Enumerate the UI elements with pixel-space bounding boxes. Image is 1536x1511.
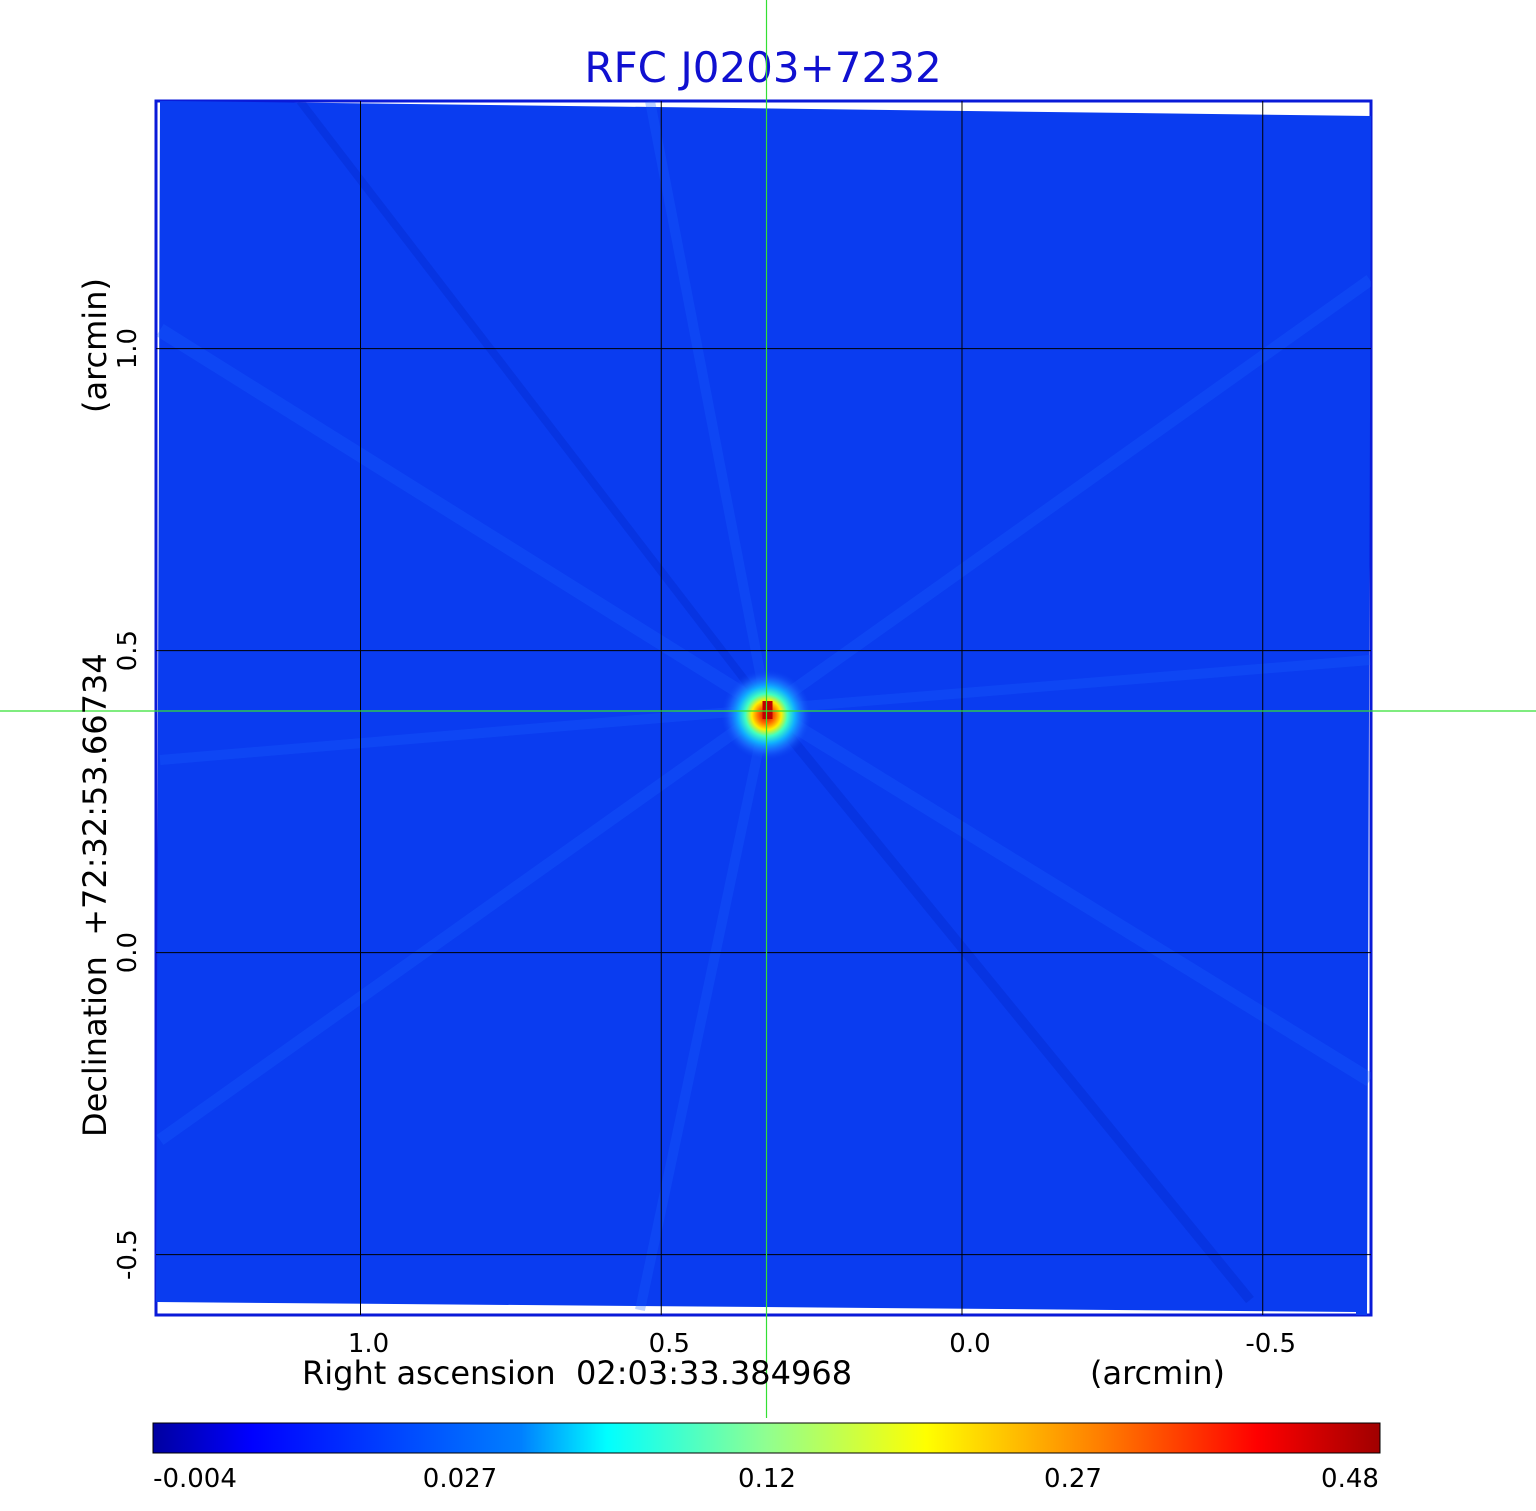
y-tick-labels: 1.0 0.5 0.0 -0.5 xyxy=(113,328,143,1280)
colorbar-tick-labels: -0.004 0.027 0.12 0.27 0.48 xyxy=(153,1464,1379,1494)
colorbar-tick-label: 0.48 xyxy=(1321,1464,1379,1494)
colorbar: -0.004 0.027 0.12 0.27 0.48 xyxy=(152,1422,1381,1494)
colorbar-tick-label: 0.12 xyxy=(738,1464,796,1494)
x-tick-label: 1.0 xyxy=(348,1329,389,1359)
x-tick-label: 0.5 xyxy=(649,1329,690,1359)
y-axis-label: Declination +72:32:53.66734 xyxy=(76,653,114,1137)
y-tick-label: 1.0 xyxy=(113,328,143,369)
colorbar-tick-label: -0.004 xyxy=(153,1464,237,1494)
y-tick-label: 0.0 xyxy=(113,932,143,973)
y-tick-label: -0.5 xyxy=(113,1229,143,1280)
colorbar-tick-label: 0.27 xyxy=(1044,1464,1102,1494)
x-axis-label: Right ascension 02:03:33.384968 xyxy=(302,1354,852,1392)
y-axis-unit: (arcmin) xyxy=(76,278,114,413)
plot-area xyxy=(154,99,1373,1317)
grid xyxy=(156,101,1371,1315)
chart-title: RFC J0203+7232 xyxy=(584,43,941,92)
sidelobe-streaks xyxy=(156,101,1371,1312)
x-tick-labels: 1.0 0.5 0.0 -0.5 xyxy=(348,1329,1296,1359)
x-axis-unit: (arcmin) xyxy=(1090,1354,1225,1392)
source-peak-core xyxy=(762,701,773,720)
crosshair xyxy=(0,0,1536,1418)
x-tick-label: 0.0 xyxy=(949,1329,990,1359)
y-tick-label: 0.5 xyxy=(113,630,143,671)
colorbar-tick-label: 0.027 xyxy=(423,1464,497,1494)
colorbar-gradient xyxy=(152,1422,1381,1454)
x-tick-label: -0.5 xyxy=(1245,1329,1296,1359)
